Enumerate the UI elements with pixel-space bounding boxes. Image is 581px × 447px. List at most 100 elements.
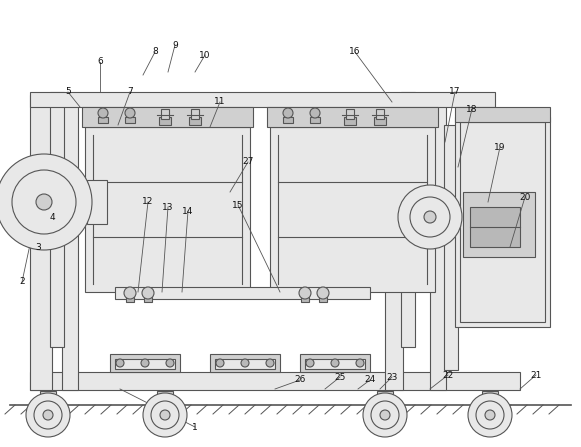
Bar: [30, 92, 495, 107]
Bar: [301, 297, 309, 302]
Text: 15: 15: [232, 201, 244, 210]
Text: 9: 9: [172, 41, 178, 50]
Circle shape: [125, 108, 135, 118]
Bar: [115, 287, 370, 299]
Bar: [159, 117, 171, 125]
Text: 25: 25: [334, 372, 346, 381]
Bar: [385, 95, 403, 390]
Text: 2: 2: [19, 278, 25, 287]
Bar: [62, 95, 78, 390]
Bar: [157, 391, 173, 399]
Circle shape: [124, 287, 136, 299]
Bar: [36, 192, 52, 212]
Bar: [30, 95, 52, 390]
Circle shape: [43, 410, 53, 420]
Text: 13: 13: [162, 202, 174, 211]
Circle shape: [363, 393, 407, 437]
Bar: [300, 354, 370, 372]
Circle shape: [485, 410, 495, 420]
Bar: [460, 122, 545, 322]
Bar: [30, 372, 520, 390]
Circle shape: [116, 359, 124, 367]
Text: 11: 11: [214, 97, 226, 106]
Circle shape: [283, 108, 293, 118]
Text: 6: 6: [97, 58, 103, 67]
Circle shape: [310, 108, 320, 118]
Text: 21: 21: [530, 371, 541, 380]
Bar: [210, 354, 280, 372]
Bar: [144, 297, 152, 302]
Bar: [319, 297, 327, 302]
Circle shape: [26, 393, 70, 437]
Circle shape: [143, 393, 187, 437]
Circle shape: [380, 410, 390, 420]
Text: 5: 5: [65, 88, 71, 97]
Circle shape: [468, 393, 512, 437]
Text: 17: 17: [449, 88, 461, 97]
Bar: [401, 92, 415, 347]
Text: 20: 20: [519, 193, 530, 202]
Text: 24: 24: [364, 375, 376, 384]
Bar: [455, 117, 550, 327]
Bar: [463, 192, 535, 257]
Bar: [126, 297, 134, 302]
Circle shape: [36, 194, 52, 210]
Circle shape: [160, 410, 170, 420]
Text: 18: 18: [466, 105, 478, 114]
Text: 3: 3: [35, 243, 41, 252]
Text: 12: 12: [142, 198, 154, 207]
Bar: [115, 359, 175, 369]
Bar: [377, 391, 393, 399]
Bar: [161, 109, 169, 119]
Bar: [424, 209, 436, 225]
Text: 26: 26: [295, 375, 306, 384]
Text: 14: 14: [182, 207, 193, 215]
Bar: [87, 180, 107, 224]
Bar: [40, 391, 56, 399]
Circle shape: [241, 359, 249, 367]
Bar: [344, 117, 356, 125]
Bar: [444, 125, 458, 370]
Bar: [85, 127, 250, 292]
Bar: [346, 109, 354, 119]
Bar: [470, 207, 520, 247]
Bar: [82, 107, 253, 127]
Text: 27: 27: [242, 157, 254, 166]
Bar: [430, 95, 446, 390]
Circle shape: [317, 287, 329, 299]
Bar: [191, 109, 199, 119]
Bar: [125, 117, 135, 123]
Circle shape: [0, 154, 92, 250]
Bar: [455, 107, 550, 122]
Circle shape: [424, 211, 436, 223]
Circle shape: [398, 185, 462, 249]
Circle shape: [266, 359, 274, 367]
Text: 1: 1: [192, 422, 198, 431]
Text: 7: 7: [127, 88, 133, 97]
Circle shape: [331, 359, 339, 367]
Text: 10: 10: [199, 51, 211, 59]
Bar: [270, 127, 435, 292]
Bar: [482, 391, 498, 399]
Bar: [215, 359, 275, 369]
Circle shape: [141, 359, 149, 367]
Bar: [98, 117, 108, 123]
Bar: [310, 117, 320, 123]
Text: 23: 23: [386, 372, 397, 381]
Bar: [374, 117, 386, 125]
Bar: [50, 92, 64, 347]
Bar: [283, 117, 293, 123]
Text: 4: 4: [49, 212, 55, 222]
Circle shape: [299, 287, 311, 299]
Circle shape: [98, 108, 108, 118]
Bar: [305, 359, 365, 369]
Circle shape: [216, 359, 224, 367]
Text: 16: 16: [349, 47, 361, 56]
Circle shape: [142, 287, 154, 299]
Bar: [376, 109, 384, 119]
Circle shape: [166, 359, 174, 367]
Circle shape: [306, 359, 314, 367]
Text: 22: 22: [442, 371, 454, 380]
Bar: [110, 354, 180, 372]
Text: 19: 19: [494, 143, 505, 152]
